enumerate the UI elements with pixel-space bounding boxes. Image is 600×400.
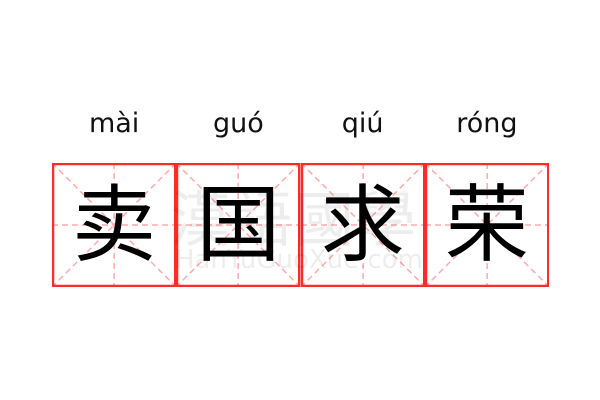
character-cell: 卖 xyxy=(52,163,177,287)
character-cell: 求 xyxy=(300,163,425,287)
pinyin-2: qiú xyxy=(341,108,384,139)
pinyin-3: róng xyxy=(456,108,518,139)
cell-border xyxy=(52,163,177,287)
cell-border xyxy=(176,163,301,287)
character: 国 xyxy=(196,176,281,274)
cell-border xyxy=(424,163,549,287)
cell-guides xyxy=(300,163,425,287)
character: 求 xyxy=(320,176,405,274)
cell-guides xyxy=(52,163,177,287)
character-cell: 国 xyxy=(176,163,301,287)
pinyin-1: guó xyxy=(212,108,264,139)
cell-guides xyxy=(424,163,549,287)
character: 荣 xyxy=(444,176,529,274)
cell-guides xyxy=(176,163,301,287)
pinyin-row: mài guó qiú róng xyxy=(52,108,549,139)
character-grid: 卖 国 求 荣 xyxy=(52,163,549,287)
pinyin-0: mài xyxy=(88,108,140,139)
cell-border xyxy=(300,163,425,287)
character: 卖 xyxy=(72,176,157,274)
character-cell: 荣 xyxy=(424,163,549,287)
